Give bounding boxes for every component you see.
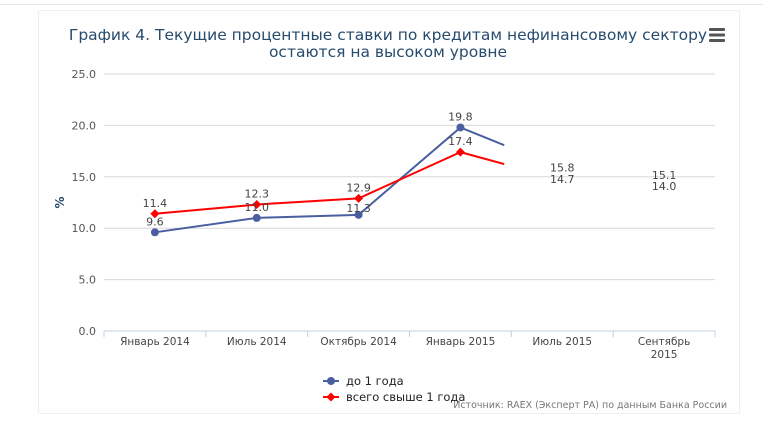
data-point-diamond[interactable] <box>354 193 364 203</box>
series-line-over-1-year <box>154 151 461 215</box>
y-tick-label: 15.0 <box>72 171 97 184</box>
data-point-diamond[interactable] <box>252 200 262 210</box>
y-axis: 0.0 5.0 10.0 15.0 20.0 25.0% <box>53 68 96 338</box>
data-label: 9.6 <box>146 215 164 228</box>
data-label: 14.0 <box>652 180 677 193</box>
data-label: 11.0 <box>245 201 270 214</box>
legend: до 1 года всего свыше 1 года <box>323 374 465 404</box>
data-point-circle[interactable] <box>456 123 465 132</box>
x-tick-label: Сентябрь 2015 <box>638 336 690 361</box>
chart-credits: Источник: RAEX (Эксперт РА) по данным Ба… <box>453 400 727 411</box>
legend-item[interactable]: всего свыше 1 года <box>323 390 465 404</box>
x-tick-label: Январь 2014 <box>120 336 190 348</box>
data-point-diamond[interactable] <box>150 209 160 219</box>
data-label: 15.1 <box>652 169 677 182</box>
y-tick-label: 25.0 <box>72 68 97 81</box>
chart-title-line: остаются на высоком уровне <box>269 43 507 61</box>
y-axis-title: % <box>53 196 67 208</box>
x-tick-label: Январь 2015 <box>426 336 496 348</box>
data-label: 11.3 <box>346 202 371 215</box>
data-label: 17.4 <box>448 135 473 148</box>
y-tick-label: 0.0 <box>79 325 97 338</box>
series-line-up-to-1-year <box>154 126 462 234</box>
data-label: 19.8 <box>448 110 473 123</box>
data-label: 11.4 <box>143 197 168 210</box>
legend-marker-diamond <box>326 392 336 402</box>
x-tick-label: Октябрь 2014 <box>320 336 397 348</box>
x-tick-label: Июль 2015 <box>532 336 592 348</box>
hamburger-menu-icon <box>709 28 725 42</box>
chart-menu-button[interactable] <box>706 26 728 44</box>
y-gridlines <box>104 73 715 332</box>
y-tick-label: 10.0 <box>72 222 97 235</box>
page-top-edge <box>0 0 763 5</box>
x-tick-label: Июль 2014 <box>227 336 287 348</box>
legend-label: до 1 года <box>346 374 404 388</box>
data-label: 15.8 <box>550 162 575 175</box>
data-label: 12.9 <box>346 181 371 194</box>
data-label: 12.3 <box>245 188 270 201</box>
series-line-tail <box>460 151 505 166</box>
legend-marker-circle <box>327 377 335 385</box>
x-axis: Январь 2014 Июль 2014 Октябрь 2014 Январь 2… <box>103 330 716 361</box>
data-point-circle[interactable] <box>354 210 363 219</box>
data-point-circle[interactable] <box>150 228 159 237</box>
data-point-circle[interactable] <box>252 213 261 222</box>
legend-label: всего свыше 1 года <box>346 390 465 404</box>
data-point-diamond[interactable] <box>455 147 465 157</box>
series-group <box>150 123 505 237</box>
data-labels: 9.6 11.0 11.3 19.8 15.8 15.1 11.4 12.3 12.9 17.4 1… <box>143 110 677 228</box>
chart-title-line: График 4. Текущие процентные ставки по к… <box>69 26 707 44</box>
y-tick-label: 20.0 <box>72 119 97 132</box>
chart-title: График 4. Текущие процентные ставки по к… <box>69 26 707 61</box>
series-line-tail <box>460 126 505 147</box>
data-label: 14.7 <box>550 173 575 186</box>
legend-item[interactable]: до 1 года <box>323 374 404 388</box>
y-tick-label: 5.0 <box>79 274 97 287</box>
